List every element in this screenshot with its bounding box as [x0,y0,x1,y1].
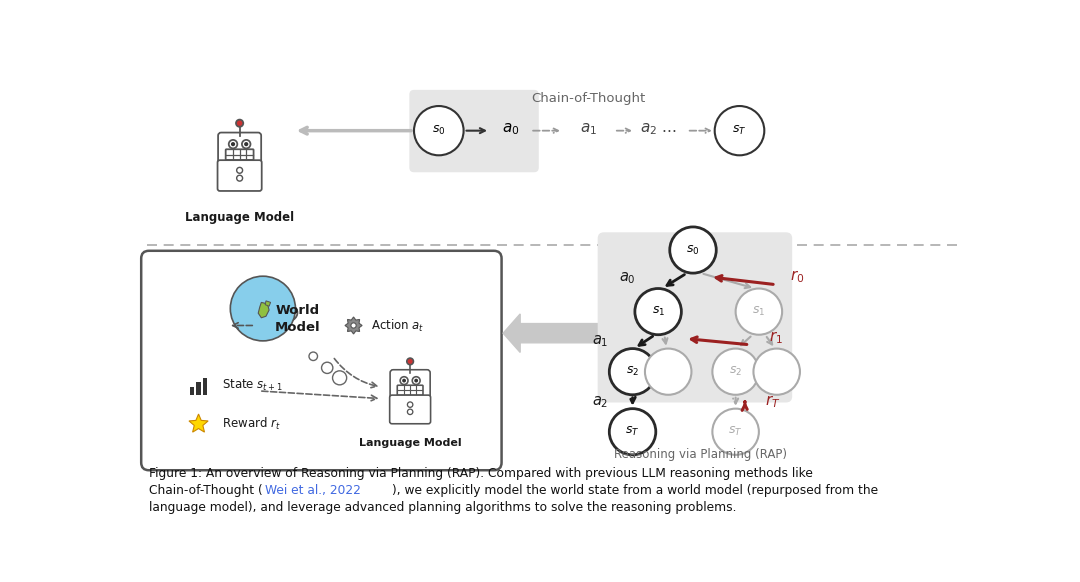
FancyBboxPatch shape [226,149,254,160]
Circle shape [670,227,716,273]
Circle shape [407,409,413,414]
Text: $s_T$: $s_T$ [728,425,743,438]
Circle shape [309,352,318,360]
Text: $s_T$: $s_T$ [732,124,746,137]
Text: $r_T$: $r_T$ [765,393,781,410]
Text: $a_2$: $a_2$ [592,394,608,410]
Circle shape [715,106,765,155]
Circle shape [609,349,656,395]
Circle shape [333,371,347,385]
Circle shape [237,168,243,173]
Circle shape [242,140,251,148]
Text: $a_1$: $a_1$ [592,334,608,350]
Text: $s_1$: $s_1$ [651,305,665,318]
Ellipse shape [248,293,272,312]
Text: ), we explicitly model the world state from a world model (repurposed from the: ), we explicitly model the world state f… [392,484,878,497]
Text: Language Model: Language Model [185,211,294,224]
Circle shape [230,276,296,341]
Bar [190,387,194,395]
Text: Chain-of-Thought: Chain-of-Thought [531,92,646,105]
Text: $s_2$: $s_2$ [626,365,639,378]
Bar [203,378,207,395]
FancyBboxPatch shape [397,385,423,395]
FancyBboxPatch shape [390,395,431,424]
Circle shape [645,349,691,395]
Text: $s_T$: $s_T$ [625,425,639,438]
Circle shape [713,349,759,395]
Text: Reasoning via Planning (RAP): Reasoning via Planning (RAP) [615,448,787,462]
Circle shape [401,377,408,385]
Circle shape [237,120,243,127]
Text: State $s_{t+1}$: State $s_{t+1}$ [221,378,283,393]
Ellipse shape [273,303,297,322]
Circle shape [402,379,406,382]
Circle shape [413,377,420,385]
Circle shape [237,175,243,181]
FancyBboxPatch shape [597,232,793,403]
Text: Reward $r_t$: Reward $r_t$ [221,416,281,432]
Ellipse shape [237,303,260,322]
Circle shape [244,142,248,146]
Polygon shape [266,301,271,306]
Polygon shape [189,414,208,432]
Text: Chain-of-Thought (: Chain-of-Thought ( [149,484,262,497]
Text: $a_1$: $a_1$ [580,121,597,137]
Circle shape [754,349,800,395]
Circle shape [415,379,418,382]
Circle shape [735,289,782,335]
Text: $r_1$: $r_1$ [769,329,783,346]
Text: $s_0$: $s_0$ [432,124,446,137]
Circle shape [351,323,356,328]
Polygon shape [258,303,269,318]
Circle shape [407,358,414,365]
Text: Language Model: Language Model [359,438,461,448]
FancyBboxPatch shape [218,133,261,164]
Polygon shape [503,314,604,353]
Ellipse shape [265,292,285,309]
Text: $r_0$: $r_0$ [791,268,805,285]
Text: $s_2$: $s_2$ [729,365,742,378]
FancyBboxPatch shape [141,251,501,470]
Circle shape [713,409,759,455]
Text: $s_1$: $s_1$ [753,305,766,318]
Text: $a_0$: $a_0$ [619,270,635,286]
Text: $a_2$ ...: $a_2$ ... [640,121,676,137]
Text: Action $a_t$: Action $a_t$ [372,317,424,333]
FancyBboxPatch shape [217,160,261,191]
Circle shape [609,409,656,455]
Circle shape [414,106,463,155]
FancyBboxPatch shape [390,370,430,399]
Circle shape [407,402,413,407]
Text: Figure 1: An overview of Reasoning via Planning (RAP). Compared with previous LL: Figure 1: An overview of Reasoning via P… [149,467,813,480]
Ellipse shape [245,306,288,329]
Polygon shape [345,317,362,334]
Circle shape [231,142,235,146]
Text: $s_0$: $s_0$ [686,243,700,257]
Circle shape [635,289,681,335]
Circle shape [229,140,238,148]
Text: World
Model: World Model [275,304,321,334]
Bar [197,382,201,395]
Text: $a_0$: $a_0$ [502,121,519,137]
Text: Wei et al., 2022: Wei et al., 2022 [266,484,361,497]
FancyBboxPatch shape [409,90,539,172]
Text: language model), and leverage advanced planning algorithms to solve the reasonin: language model), and leverage advanced p… [149,501,737,514]
Circle shape [322,362,333,374]
